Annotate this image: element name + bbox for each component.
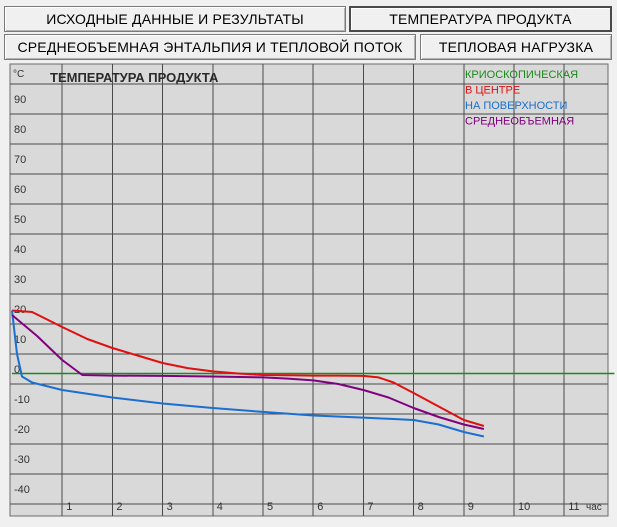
x-tick-label: 5 — [267, 501, 273, 513]
series-line — [11, 309, 485, 427]
legend: КРИОСКОПИЧЕСКАЯ В ЦЕНТРЕ НА ПОВЕРХНОСТИ СРЕ… — [465, 69, 578, 128]
y-tick-label: 30 — [14, 274, 26, 286]
y-tick-label: 0 — [14, 364, 20, 376]
y-tick-label: 90 — [14, 94, 26, 106]
x-tick-label: 11 — [568, 501, 579, 513]
y-tick-label: 70 — [14, 154, 26, 166]
y-tick-label: -10 — [14, 394, 30, 406]
grid — [10, 64, 608, 516]
x-tick-label: 2 — [116, 501, 122, 513]
y-unit-label: °C — [13, 69, 24, 80]
y-tick-label: 20 — [14, 304, 26, 316]
x-unit-label: час — [586, 502, 602, 513]
series-line — [11, 310, 485, 438]
x-tick-label: 4 — [217, 501, 223, 513]
tab-enthalpy-heat-flow[interactable]: СРЕДНЕОБЪЕМНАЯ ЭНТАЛЬПИЯ И ТЕПЛОВОЙ ПОТО… — [4, 34, 416, 60]
plot-background — [9, 63, 609, 517]
y-tick-label: 50 — [14, 214, 26, 226]
legend-entry: В ЦЕНТРЕ — [465, 85, 520, 97]
chart-title: ТЕМПЕРАТУРА ПРОДУКТА — [50, 70, 219, 85]
y-tick-label: 60 — [14, 184, 26, 196]
x-tick-labels: 1 2 3 4 5 6 7 8 9 10 11 — [66, 501, 579, 513]
tab-initial-data[interactable]: ИСХОДНЫЕ ДАННЫЕ И РЕЗУЛЬТАТЫ — [4, 6, 346, 32]
x-tick-label: 8 — [418, 501, 424, 513]
tab-product-temperature[interactable]: ТЕМПЕРАТУРА ПРОДУКТА — [349, 6, 612, 32]
x-tick-label: 7 — [367, 501, 373, 513]
x-tick-label: 3 — [167, 501, 173, 513]
x-tick-label: 1 — [66, 501, 72, 513]
series-line — [11, 314, 485, 430]
y-tick-label: 80 — [14, 124, 26, 136]
tab-heat-load[interactable]: ТЕПЛОВАЯ НАГРУЗКА — [420, 34, 612, 60]
x-tick-label: 9 — [468, 501, 474, 513]
y-tick-label: 10 — [14, 334, 26, 346]
y-tick-label: 40 — [14, 244, 26, 256]
x-tick-label: 10 — [518, 501, 530, 513]
y-tick-label: -30 — [14, 454, 30, 466]
series-lines — [11, 309, 615, 438]
legend-entry: НА ПОВЕРХНОСТИ — [465, 100, 567, 112]
legend-entry: КРИОСКОПИЧЕСКАЯ — [465, 69, 578, 81]
x-tick-label: 6 — [317, 501, 323, 513]
legend-entry: СРЕДНЕОБЪЕМНАЯ — [465, 116, 574, 128]
y-tick-label: -40 — [14, 484, 30, 496]
y-tick-labels: 90 80 70 60 50 40 30 20 10 0 -10 -20 -30 -40 — [14, 94, 30, 496]
y-tick-label: -20 — [14, 424, 30, 436]
